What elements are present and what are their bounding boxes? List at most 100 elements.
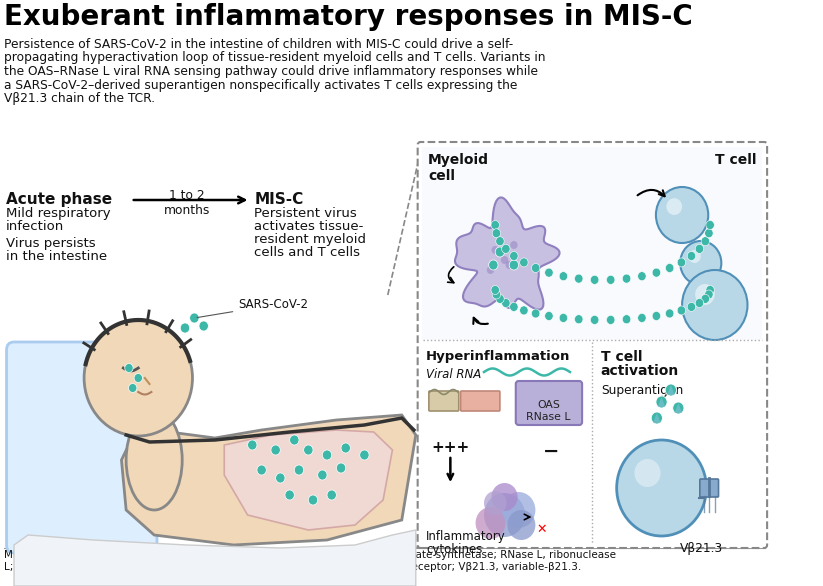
Circle shape [199, 321, 208, 331]
Circle shape [492, 290, 500, 299]
Circle shape [484, 491, 506, 515]
Circle shape [276, 473, 285, 483]
FancyBboxPatch shape [461, 391, 500, 411]
Circle shape [638, 314, 646, 322]
Polygon shape [14, 530, 416, 586]
Circle shape [476, 507, 505, 539]
Text: OAS: OAS [537, 400, 560, 410]
Circle shape [688, 250, 700, 263]
Circle shape [491, 483, 518, 511]
Circle shape [590, 315, 599, 325]
Circle shape [667, 198, 682, 215]
Polygon shape [122, 415, 416, 545]
Polygon shape [224, 430, 393, 530]
Text: propagating hyperactivation loop of tissue-resident myeloid cells and T cells. V: propagating hyperactivation loop of tiss… [4, 52, 545, 64]
Circle shape [559, 314, 568, 322]
Circle shape [695, 298, 704, 308]
Polygon shape [658, 397, 665, 407]
Circle shape [665, 384, 677, 396]
Circle shape [323, 450, 332, 460]
Circle shape [337, 463, 346, 473]
Circle shape [360, 450, 369, 460]
Circle shape [290, 435, 299, 445]
FancyBboxPatch shape [516, 381, 582, 425]
Circle shape [681, 241, 721, 285]
Text: Persistent virus: Persistent virus [254, 207, 357, 220]
Circle shape [501, 256, 509, 264]
Bar [422, 147, 762, 340]
Circle shape [704, 290, 713, 299]
Circle shape [607, 315, 615, 325]
Text: Vβ21.3: Vβ21.3 [681, 542, 723, 555]
Circle shape [651, 412, 663, 424]
Text: Virus persists: Virus persists [6, 237, 95, 250]
Circle shape [134, 373, 142, 383]
Circle shape [489, 260, 498, 270]
Circle shape [706, 220, 714, 230]
Circle shape [492, 229, 500, 238]
Circle shape [545, 268, 553, 277]
Circle shape [656, 187, 709, 243]
Circle shape [706, 285, 714, 295]
Circle shape [484, 493, 525, 537]
FancyBboxPatch shape [417, 142, 767, 548]
Circle shape [510, 241, 518, 249]
Circle shape [677, 258, 686, 267]
Text: MIS-C, multisystem inflammatory syndrome in children; OAS, 2’-5’-oligoadenylate : MIS-C, multisystem inflammatory syndrome… [4, 550, 616, 560]
Circle shape [574, 315, 583, 323]
Circle shape [622, 315, 630, 323]
Circle shape [638, 272, 646, 281]
Circle shape [491, 246, 499, 254]
Circle shape [666, 309, 674, 318]
Circle shape [701, 294, 709, 304]
Circle shape [495, 237, 504, 246]
FancyBboxPatch shape [700, 479, 718, 497]
Circle shape [491, 285, 500, 295]
Text: Vβ21.3 chain of the TCR.: Vβ21.3 chain of the TCR. [4, 92, 155, 105]
Circle shape [128, 383, 137, 393]
Circle shape [704, 229, 713, 238]
Circle shape [635, 459, 661, 487]
Circle shape [495, 247, 504, 257]
Circle shape [687, 251, 695, 261]
Circle shape [491, 220, 500, 230]
Circle shape [677, 306, 686, 315]
Circle shape [574, 274, 583, 283]
Circle shape [509, 302, 518, 311]
Text: L; SARS-CoV-2, severe acute respiratory syndrome coronavirus 2; TCR, T cell rece: L; SARS-CoV-2, severe acute respiratory … [4, 562, 581, 572]
Circle shape [285, 490, 295, 500]
Circle shape [309, 495, 318, 505]
Polygon shape [455, 197, 560, 309]
Circle shape [607, 275, 615, 284]
Circle shape [507, 510, 536, 540]
Text: Myeloid
cell: Myeloid cell [428, 153, 489, 183]
Circle shape [295, 465, 304, 475]
Text: T cell: T cell [601, 350, 642, 364]
Text: Hyperinflammation: Hyperinflammation [426, 350, 570, 363]
Circle shape [84, 320, 193, 436]
Text: T cell: T cell [715, 153, 757, 167]
Text: 1 to 2
months: 1 to 2 months [164, 189, 210, 217]
Circle shape [666, 264, 674, 272]
Circle shape [486, 266, 495, 274]
Circle shape [509, 251, 518, 261]
Text: infection: infection [6, 220, 64, 233]
Circle shape [622, 274, 630, 283]
Circle shape [545, 312, 553, 321]
Text: MIS-C: MIS-C [254, 192, 304, 207]
Text: cytokines: cytokines [426, 543, 482, 556]
Circle shape [532, 264, 540, 272]
Circle shape [318, 470, 327, 480]
Circle shape [695, 244, 704, 253]
Text: SARS-CoV-2: SARS-CoV-2 [197, 298, 309, 318]
Text: a SARS-CoV-2–derived superantigen nonspecifically activates T cells expressing t: a SARS-CoV-2–derived superantigen nonspe… [4, 79, 517, 91]
Text: Exuberant inflammatory responses in MIS-C: Exuberant inflammatory responses in MIS-… [4, 3, 692, 31]
Polygon shape [675, 403, 682, 413]
Circle shape [695, 284, 715, 305]
Text: Inflammatory: Inflammatory [426, 530, 506, 543]
Circle shape [519, 306, 528, 315]
Text: resident myeloid: resident myeloid [254, 233, 366, 246]
Text: Mild respiratory: Mild respiratory [6, 207, 110, 220]
Circle shape [125, 363, 133, 373]
Text: −: − [543, 442, 560, 461]
